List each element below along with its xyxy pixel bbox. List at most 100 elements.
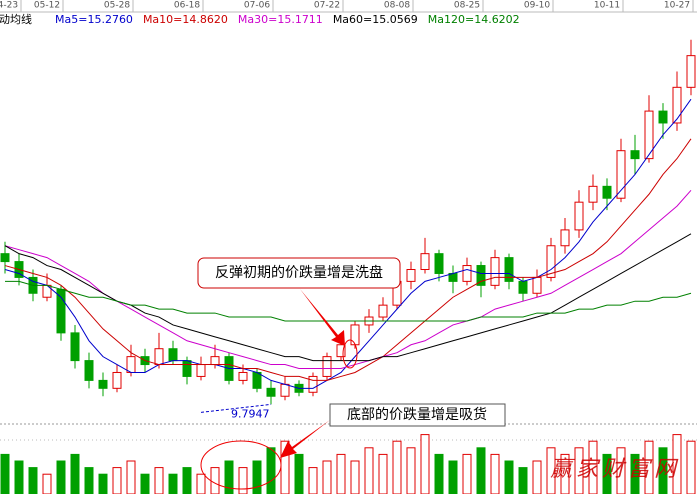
candle-body (462, 265, 472, 282)
volume-bar (238, 467, 248, 494)
x-tick-label: 04-23 (0, 1, 18, 11)
volume-bar (336, 453, 346, 494)
candle-body (504, 257, 514, 282)
candle-body (98, 379, 108, 389)
candle-body (266, 387, 276, 397)
volume-bar (126, 460, 136, 494)
volume-bar (0, 453, 10, 494)
candle-body (420, 253, 430, 271)
volume-bar (182, 467, 192, 494)
candle-body (154, 348, 164, 366)
candle-body (336, 344, 346, 358)
candle-body (56, 288, 66, 334)
candle-body (532, 276, 542, 294)
candle-body (210, 356, 220, 366)
volume-bar (294, 453, 304, 494)
x-tick-label: 08-08 (384, 1, 410, 11)
volume-bar (392, 440, 402, 494)
x-tick-label: 08-25 (454, 1, 480, 11)
volume-bar (406, 447, 416, 494)
volume-bar (504, 460, 514, 494)
candle-body (616, 150, 626, 199)
candle-body (322, 356, 332, 377)
low-label: 9.7947 (231, 407, 270, 420)
legend-entry: Ma5=15.2760 (55, 13, 133, 26)
watermark: 赢家财富网 (550, 457, 680, 482)
volume-bar (112, 467, 122, 494)
candle-body (84, 360, 94, 381)
arrow (280, 420, 330, 458)
x-tick-label: 05-28 (104, 1, 130, 11)
candle-body (0, 253, 10, 263)
volume-bar (420, 434, 430, 494)
candle-body (182, 360, 192, 377)
volume-bar (434, 453, 444, 494)
annotation-box (197, 257, 401, 289)
x-tick-label: 07-22 (314, 1, 340, 11)
volume-bar (196, 473, 206, 494)
volume-bar (56, 460, 66, 494)
volume-bar (140, 473, 150, 494)
volume-bar (224, 460, 234, 494)
candle-body (546, 245, 556, 278)
candle-body (378, 304, 388, 318)
volume-bar (28, 467, 38, 494)
low-marker (200, 403, 272, 413)
x-tick-label: 05-12 (34, 1, 60, 11)
arrow (300, 289, 345, 346)
candle-body (686, 55, 696, 88)
annotation-box (329, 403, 506, 427)
legend-entry: Ma30=15.1711 (238, 13, 323, 26)
candle-body (490, 257, 500, 286)
ma-line (5, 280, 692, 322)
volume-bar (672, 434, 682, 494)
ma-line (4, 138, 692, 381)
x-tick-label: 10-27 (664, 1, 690, 11)
candle-body (518, 280, 528, 294)
volume-bar (98, 473, 108, 494)
x-tick-label: 09-10 (524, 1, 550, 11)
ma-line (4, 98, 692, 389)
candle-body (112, 371, 122, 389)
volume-bar (266, 447, 276, 494)
candle-body (280, 383, 290, 397)
volume-bar (378, 453, 388, 494)
annotation: 底部的价跌量增是吸货 (347, 406, 487, 423)
legend-entry: Ma60=15.0569 (333, 13, 418, 26)
candle-body (406, 269, 416, 282)
highlight-ellipse (200, 440, 282, 490)
volume-bar (448, 460, 458, 494)
candle-body (644, 110, 654, 160)
volume-bar (518, 467, 528, 494)
x-tick-label: 06-18 (174, 1, 200, 11)
volume-bar (588, 440, 598, 494)
candle-body (308, 375, 318, 393)
volume-bar (42, 473, 52, 494)
legend-entry: Ma10=14.8620 (143, 13, 228, 26)
legend-entry: Ma120=14.6202 (428, 13, 520, 26)
candle-body (168, 348, 178, 362)
volume-bar (308, 467, 318, 494)
candle-body (238, 371, 248, 381)
candle-body (560, 229, 570, 247)
volume-bar (84, 467, 94, 494)
volume-bar (476, 447, 486, 494)
volume-bar (532, 460, 542, 494)
ma-line (4, 233, 692, 362)
volume-bar (252, 460, 262, 494)
candle-body (434, 253, 444, 274)
candle-body (252, 371, 262, 389)
volume-bar (686, 440, 696, 494)
candle-body (476, 265, 486, 286)
candle-body (588, 185, 598, 203)
volume-bar (322, 460, 332, 494)
volume-bar (154, 467, 164, 494)
x-tick-label: 10-11 (594, 1, 620, 11)
candle-body (672, 86, 682, 124)
volume-bar (70, 453, 80, 494)
volume-bar (210, 467, 220, 494)
candle-body (126, 356, 136, 373)
volume-bar (462, 453, 472, 494)
volume-bar (168, 473, 178, 494)
